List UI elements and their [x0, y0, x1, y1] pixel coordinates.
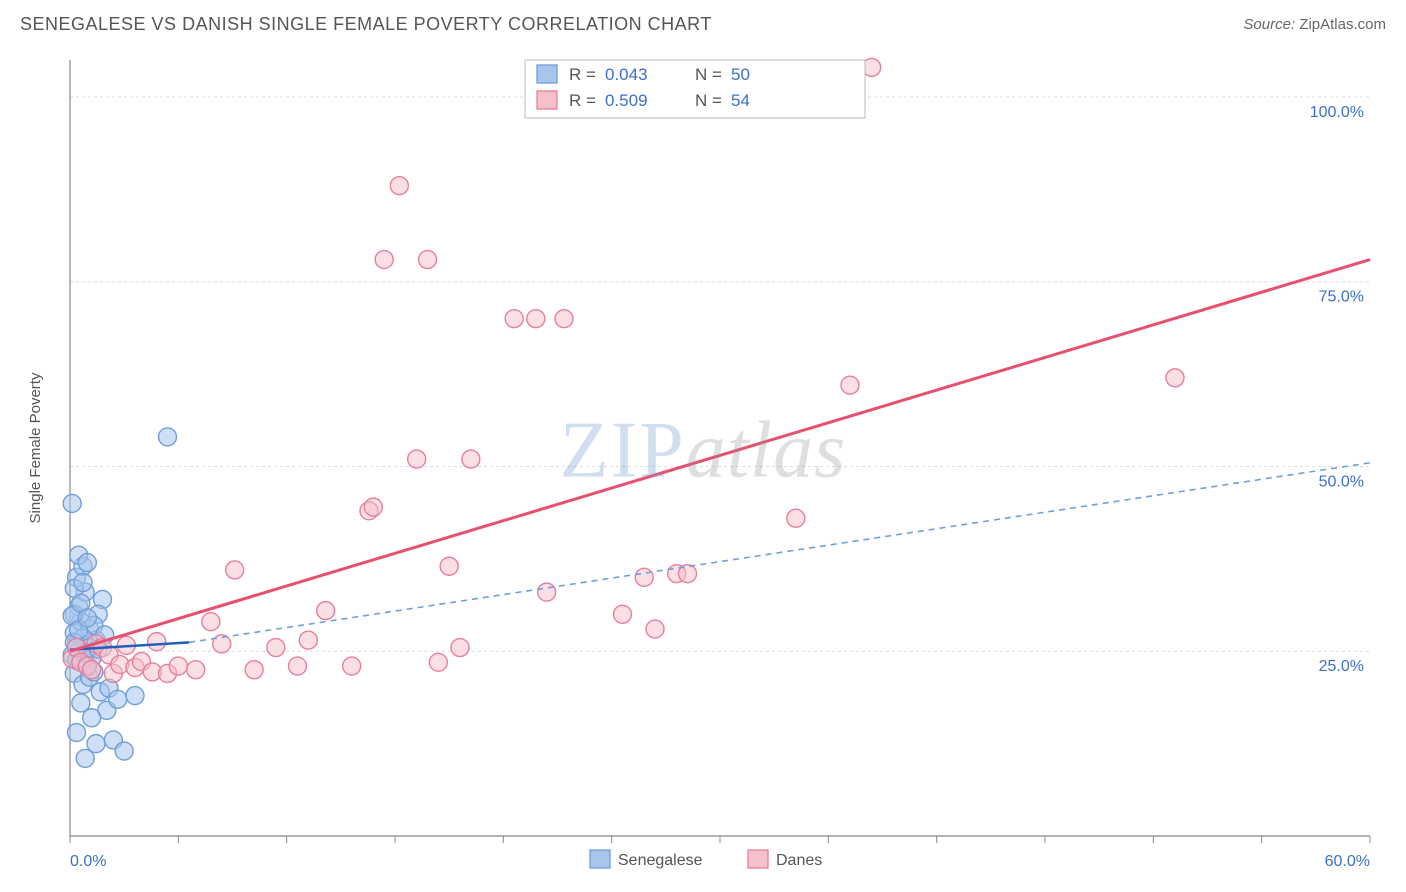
svg-text:75.0%: 75.0%: [1319, 289, 1364, 306]
chart-source: Source: ZipAtlas.com: [1243, 16, 1386, 33]
svg-text:Single Female Poverty: Single Female Poverty: [27, 372, 44, 523]
data-point: [169, 657, 187, 675]
source-value: ZipAtlas.com: [1299, 16, 1386, 33]
svg-text:N =: N =: [695, 91, 722, 110]
data-point: [1166, 369, 1184, 387]
data-point: [74, 574, 92, 592]
data-point: [63, 494, 81, 512]
data-point: [202, 613, 220, 631]
data-point: [226, 561, 244, 579]
data-point: [83, 661, 101, 679]
data-point: [68, 724, 86, 742]
data-point: [440, 557, 458, 575]
data-point: [76, 749, 94, 767]
data-point: [375, 251, 393, 269]
data-point: [148, 633, 166, 651]
data-point: [213, 635, 231, 653]
bottom-legend-swatch: [590, 850, 610, 868]
data-point: [462, 450, 480, 468]
data-point: [505, 310, 523, 328]
svg-text:25.0%: 25.0%: [1319, 658, 1364, 675]
scatter-chart: 25.0% 50.0% 75.0% 100.0% 0.0% 60.0% Single Fem…: [20, 48, 1386, 872]
svg-text:50.0%: 50.0%: [1319, 473, 1364, 490]
svg-text:60.0%: 60.0%: [1325, 853, 1370, 870]
data-point: [538, 583, 556, 601]
legend-swatch: [537, 91, 557, 109]
data-point: [408, 450, 426, 468]
data-point: [555, 310, 573, 328]
data-point: [635, 568, 653, 586]
data-point: [646, 620, 664, 638]
legend-swatch: [537, 65, 557, 83]
data-point: [317, 602, 335, 620]
bottom-legend-label: Danes: [776, 852, 822, 869]
data-point: [159, 428, 177, 446]
data-point: [343, 657, 361, 675]
svg-text:54: 54: [731, 91, 750, 110]
data-point: [83, 709, 101, 727]
data-point: [126, 687, 144, 705]
data-point: [841, 376, 859, 394]
svg-text:N =: N =: [695, 65, 722, 84]
chart-container: 25.0% 50.0% 75.0% 100.0% 0.0% 60.0% Single Fem…: [20, 48, 1386, 872]
data-point: [451, 639, 469, 657]
data-point: [390, 177, 408, 195]
data-point: [245, 661, 263, 679]
data-point: [115, 742, 133, 760]
data-point: [78, 554, 96, 572]
data-point: [78, 609, 96, 627]
source-label: Source:: [1243, 16, 1295, 33]
data-point: [299, 631, 317, 649]
data-point: [109, 690, 127, 708]
data-point: [419, 251, 437, 269]
data-point: [267, 639, 285, 657]
data-point: [289, 657, 307, 675]
data-point: [614, 605, 632, 623]
data-point: [187, 661, 205, 679]
data-point: [364, 498, 382, 516]
chart-header: SENEGALESE VS DANISH SINGLE FEMALE POVER…: [0, 0, 1406, 43]
svg-text:50: 50: [731, 65, 750, 84]
svg-text:R =: R =: [569, 91, 596, 110]
svg-text:0.0%: 0.0%: [70, 853, 106, 870]
bottom-legend-label: Senegalese: [618, 852, 703, 869]
data-point: [429, 653, 447, 671]
chart-title: SENEGALESE VS DANISH SINGLE FEMALE POVER…: [20, 14, 712, 35]
data-point: [527, 310, 545, 328]
svg-text:0.043: 0.043: [605, 65, 648, 84]
svg-text:R =: R =: [569, 65, 596, 84]
bottom-legend-swatch: [748, 850, 768, 868]
svg-text:0.509: 0.509: [605, 91, 648, 110]
data-point: [787, 509, 805, 527]
svg-text:100.0%: 100.0%: [1310, 104, 1364, 121]
